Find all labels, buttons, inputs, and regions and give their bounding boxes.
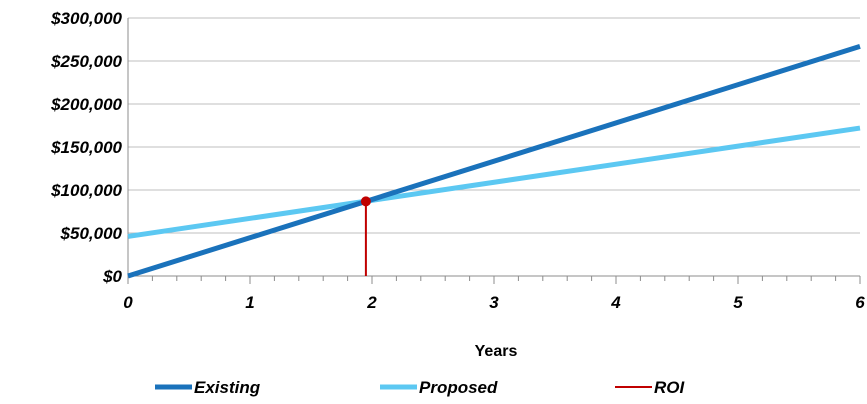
y-tick-label: $0	[102, 267, 122, 286]
gridlines	[128, 17, 860, 234]
series-line-proposed	[127, 125, 861, 239]
roi-point	[360, 196, 371, 207]
x-tick-label: 5	[733, 293, 743, 312]
x-tick-label: 3	[489, 293, 499, 312]
y-tick-label: $250,000	[50, 52, 122, 71]
x-tick-labels: 0 1 2 3 4 5 6	[123, 293, 865, 312]
x-tick-label: 6	[855, 293, 865, 312]
series-line-existing	[127, 43, 861, 279]
legend-label-proposed: Proposed	[419, 378, 498, 397]
y-tick-label: $200,000	[50, 95, 122, 114]
x-tick-label: 4	[610, 293, 621, 312]
x-tick-label: 0	[123, 293, 133, 312]
y-tick-label: $150,000	[50, 138, 122, 157]
y-tick-labels: $0 $50,000 $100,000 $150,000 $200,000 $250,00…	[50, 9, 122, 286]
x-tick-label: 2	[366, 293, 377, 312]
x-axis-title: Years	[475, 343, 518, 360]
roi-marker	[360, 196, 371, 207]
y-tick-label: $100,000	[50, 181, 122, 200]
legend-label-existing: Existing	[194, 378, 261, 397]
legend: Existing Proposed ROI	[155, 378, 686, 397]
x-tick-label: 1	[245, 293, 254, 312]
legend-label-roi: ROI	[654, 378, 686, 397]
y-tick-label: $300,000	[50, 9, 122, 28]
series-lines	[127, 43, 861, 279]
axes	[127, 18, 861, 284]
y-tick-label: $50,000	[60, 224, 123, 243]
